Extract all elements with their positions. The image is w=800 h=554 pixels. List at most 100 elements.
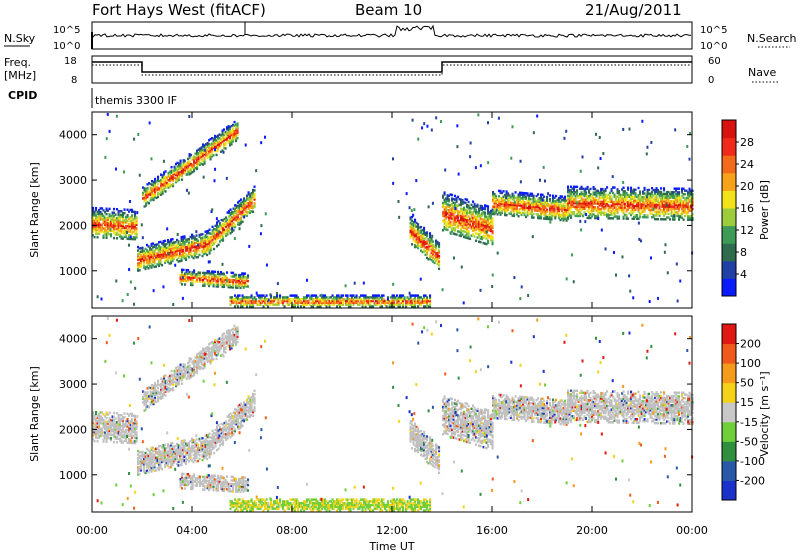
power-cell (195, 241, 198, 245)
power-cell (421, 298, 424, 301)
power-cell (388, 303, 391, 306)
power-cell (180, 243, 183, 246)
power-cell (676, 192, 679, 196)
power-cell (455, 207, 458, 211)
power-cell (145, 187, 148, 191)
power-cell (458, 234, 461, 237)
power-cell (243, 296, 246, 299)
power-cell (591, 196, 594, 200)
power-cell (464, 227, 467, 230)
power-cell (460, 220, 463, 223)
power-cell (262, 299, 265, 303)
power-cell (223, 133, 226, 137)
power-cell (226, 222, 229, 225)
power-cell (187, 161, 190, 164)
power-noise (122, 170, 125, 174)
power-cell (222, 235, 225, 239)
power-cell (146, 252, 149, 256)
power-cell (337, 299, 340, 303)
power-cell (631, 195, 634, 199)
power-cell (129, 230, 132, 233)
power-cell (169, 179, 172, 183)
power-cell (576, 205, 579, 209)
power-cell (685, 205, 688, 209)
power-noise (646, 145, 649, 149)
power-cell (476, 210, 479, 214)
power-cell (227, 139, 230, 143)
power-cell (391, 294, 394, 297)
power-cell (146, 260, 149, 263)
power-cell (592, 205, 595, 209)
power-cell (144, 258, 147, 262)
power-cell (178, 162, 181, 165)
power-cell (417, 301, 420, 305)
power-cell (510, 212, 513, 215)
power-cell (176, 178, 179, 181)
power-cell (336, 296, 339, 299)
velocity-cell (101, 429, 104, 432)
velocity-cell (116, 435, 119, 439)
power-cell (229, 224, 232, 228)
power-cell (155, 189, 158, 192)
power-cell (259, 298, 262, 301)
power-cell (633, 210, 636, 213)
power-cell (363, 298, 366, 301)
power-cell (218, 133, 221, 136)
power-cell (232, 138, 235, 141)
power-cell (179, 159, 182, 162)
power-cell (196, 149, 199, 152)
power-cell (615, 209, 618, 213)
power-cell (224, 282, 227, 285)
power-cell (679, 202, 682, 205)
power-cell (568, 200, 571, 203)
power-cell (688, 198, 691, 202)
power-cell (478, 225, 481, 229)
power-cell (547, 217, 550, 221)
power-cell (145, 189, 148, 193)
power-cell (247, 299, 250, 303)
power-cell (443, 200, 446, 203)
power-cell (541, 200, 544, 204)
velocity-cell (116, 426, 119, 429)
power-cell (217, 243, 220, 246)
power-cell (158, 262, 161, 266)
power-cell (420, 234, 423, 238)
power-cell (513, 205, 516, 208)
power-cell (567, 214, 570, 217)
power-cell (449, 215, 452, 218)
power-cell (690, 196, 693, 200)
power-cell (652, 216, 655, 219)
power-cell (412, 233, 415, 237)
power-cell (682, 200, 685, 203)
power-cell (670, 201, 673, 205)
power-cell (186, 238, 189, 241)
power-cell (206, 275, 209, 279)
power-cell (627, 204, 630, 208)
power-cell (203, 252, 206, 256)
power-cell (235, 125, 238, 128)
power-cell (372, 296, 375, 299)
power-cell (567, 200, 570, 203)
power-cell (330, 296, 333, 299)
power-cell (535, 194, 538, 198)
power-cell (244, 199, 247, 203)
power-noise (491, 273, 494, 277)
power-cell (294, 296, 297, 299)
power-cell (110, 214, 113, 218)
power-cell (559, 213, 562, 216)
power-cell (205, 277, 208, 280)
velocity-cell (93, 418, 96, 421)
power-noise (260, 141, 263, 145)
power-cell (99, 230, 102, 234)
power-cell (116, 220, 119, 224)
power-cell (452, 214, 455, 217)
power-cell (655, 203, 658, 206)
power-cell (464, 230, 467, 234)
power-cell (424, 294, 427, 297)
power-cell (220, 283, 223, 287)
power-cell (634, 201, 637, 204)
power-cell (604, 207, 607, 211)
power-noise (353, 281, 356, 285)
power-cell (426, 231, 429, 234)
power-cell (234, 215, 237, 218)
